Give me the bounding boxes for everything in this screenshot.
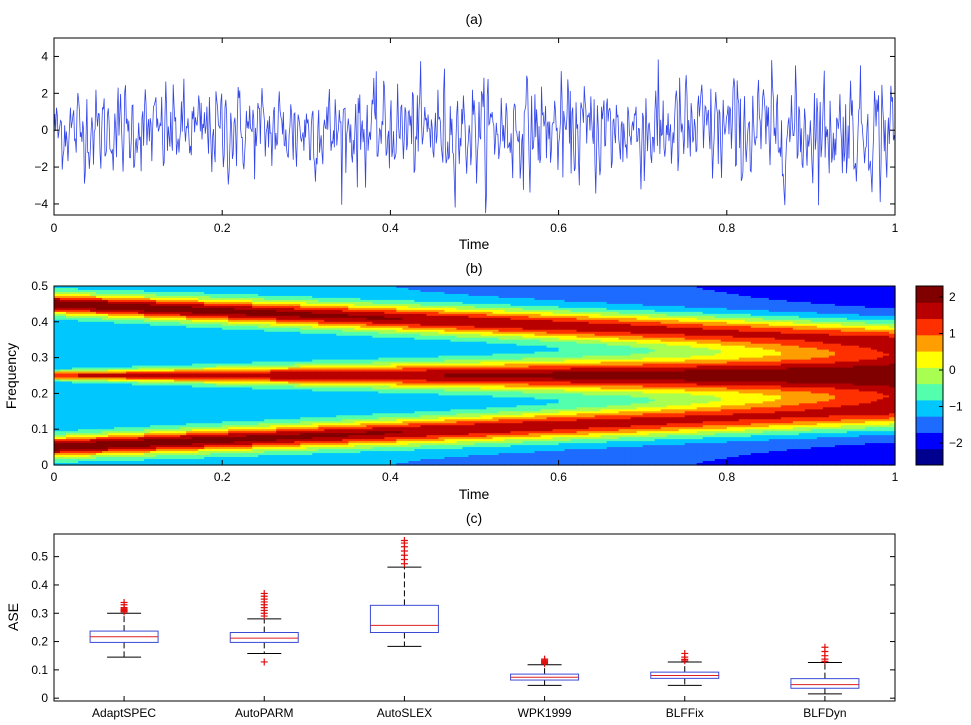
- panel-a-line-chart: (a) 0 0.2 0.4 0.6 0.8 1 4 2 0 −2 −4 Time: [34, 11, 898, 252]
- panel-a-x-tick-label: 0.2: [214, 221, 231, 235]
- panel-a-title: (a): [465, 11, 482, 27]
- panel-a-x-tick-label: 0.8: [718, 221, 735, 235]
- panel-a-x-tick-label: 0: [51, 221, 58, 235]
- panel-a-x-tick-label: 0.4: [382, 221, 399, 235]
- panel-a-x-axis-label: Time: [459, 236, 490, 252]
- panel-a-y-tick-label: 2: [41, 86, 48, 100]
- panel-a-y-tick-label: −4: [34, 197, 48, 211]
- panel-b-title: (b): [465, 260, 482, 276]
- panel-a-x-tick-label: 1: [892, 221, 899, 235]
- panel-a-y-tick-label: 0: [41, 123, 48, 137]
- panel-b-heatmap-cells: [54, 286, 896, 466]
- panel-a-y-tick-label: 4: [41, 49, 48, 63]
- panel-a-y-tick-label: −2: [34, 160, 48, 174]
- panel-a-x-tick-label: 0.6: [550, 221, 567, 235]
